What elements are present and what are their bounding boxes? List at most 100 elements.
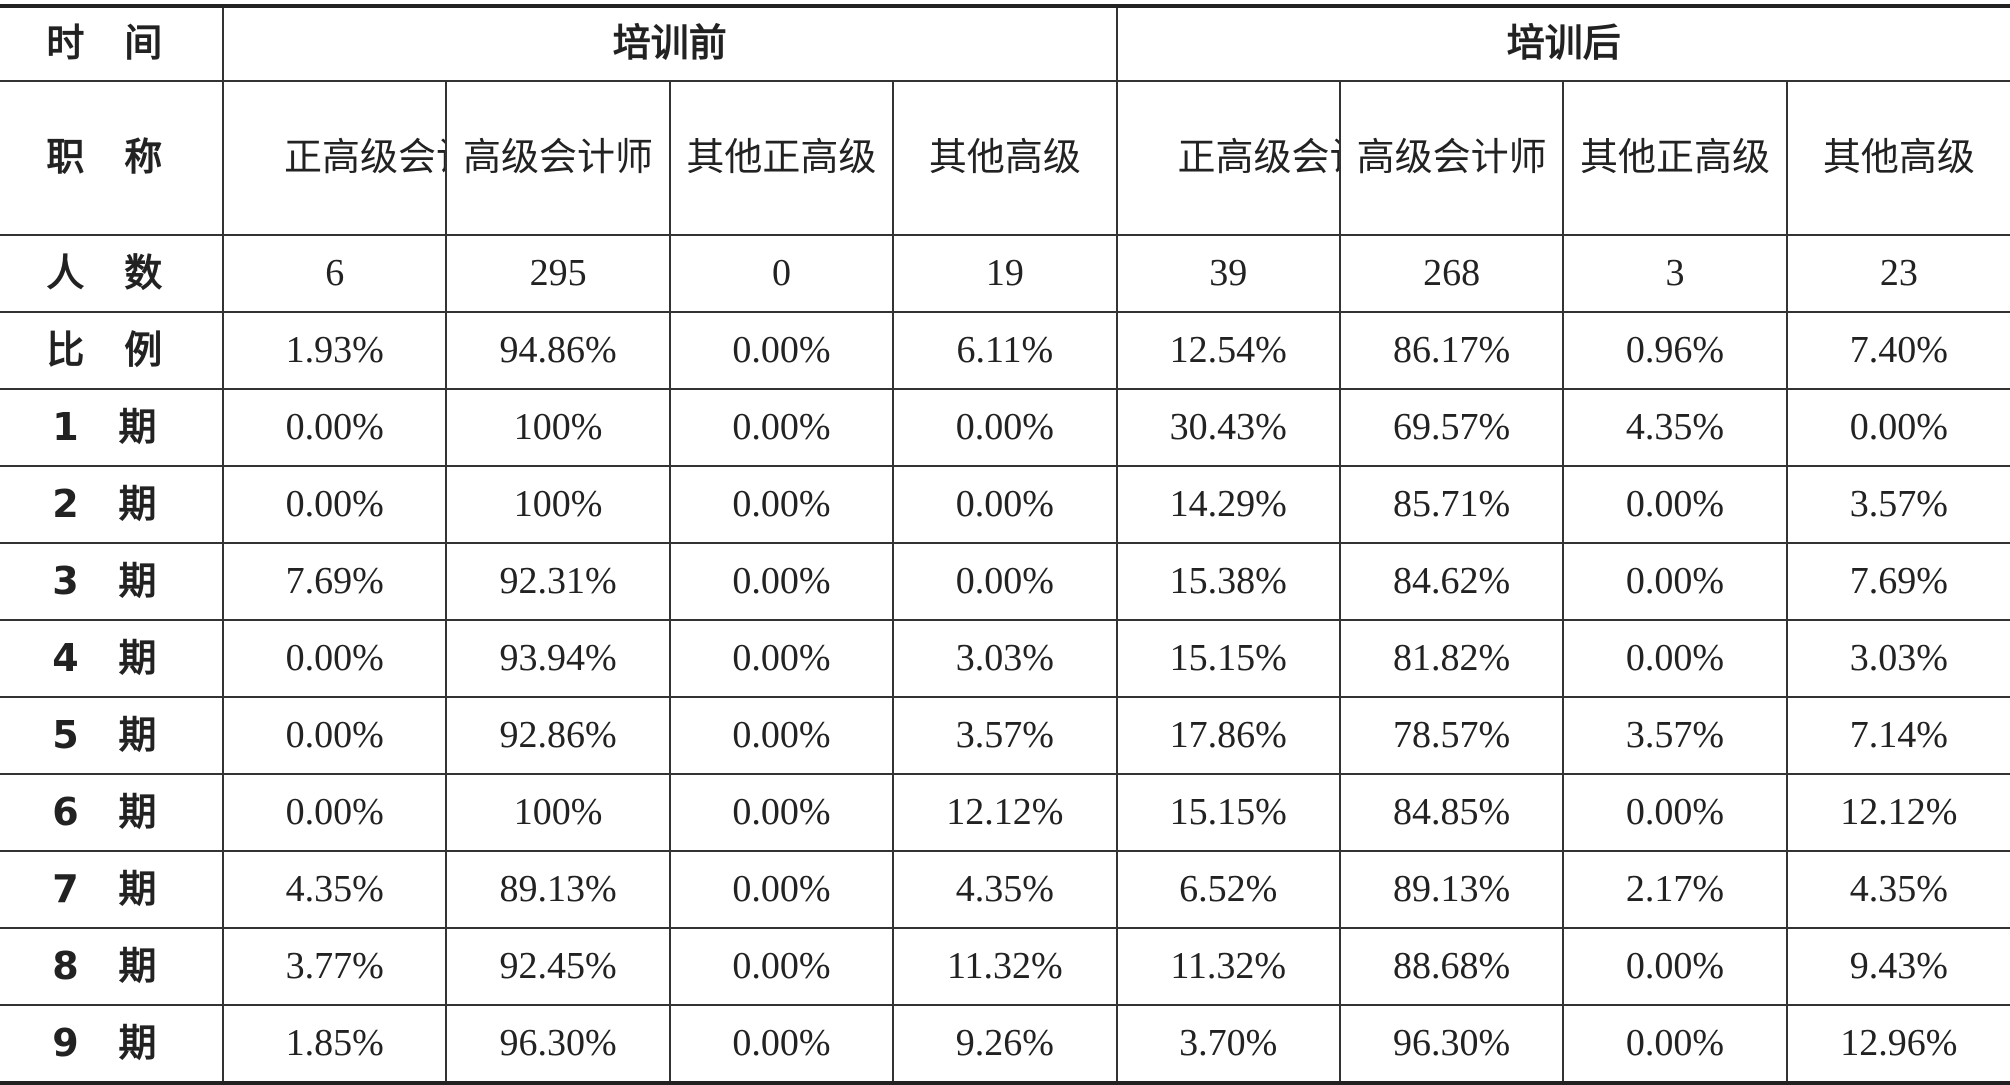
table-cell: 0.00% [221, 388, 447, 466]
table-cell: 100% [445, 773, 670, 851]
table-cell: 0.00% [668, 619, 894, 697]
table-cell: 100% [445, 465, 670, 543]
table-cell: 69.57% [1338, 388, 1564, 466]
table-row: 8 期 3.77% 92.45% 0.00% 11.32% 11.32% 88.68% 0.0… [0, 927, 2010, 1005]
table-cell: 0.00% [668, 850, 894, 928]
table-row: 3 期 7.69% 92.31% 0.00% 0.00% 15.38% 84.62% 0.00… [0, 542, 2010, 620]
table-cell: 9.43% [1785, 927, 2010, 1005]
category-header: 其他正高级 [668, 80, 894, 235]
row-label: 3 期 [0, 542, 223, 620]
table-cell: 0.00% [892, 465, 1117, 543]
table-cell: 39 [1115, 234, 1340, 312]
table-cell: 92.31% [445, 542, 670, 620]
table-cell: 0.00% [668, 773, 894, 851]
row-label: 9 期 [0, 1004, 223, 1083]
category-header: 其他正高级 [1562, 80, 1787, 235]
table-row: 6 期 0.00% 100% 0.00% 12.12% 15.15% 84.85% 0.00%… [0, 773, 2010, 851]
table-cell: 0.00% [892, 542, 1117, 620]
table-cell: 89.13% [1338, 850, 1564, 928]
table-cell: 88.68% [1338, 927, 1564, 1005]
table-cell: 1.93% [221, 311, 447, 389]
table-cell: 7.40% [1785, 311, 2010, 389]
table-cell: 4.35% [1562, 388, 1787, 466]
table-cell: 0 [668, 234, 894, 312]
row-label: 5 期 [0, 696, 223, 774]
table-cell: 3.57% [1562, 696, 1787, 774]
table-cell: 0.00% [1562, 927, 1787, 1005]
table-cell: 100% [445, 388, 670, 466]
table-cell: 0.00% [892, 388, 1117, 466]
table-cell: 0.00% [668, 696, 894, 774]
table-cell: 11.32% [1115, 927, 1340, 1005]
table-cell: 12.12% [1785, 773, 2010, 851]
table-cell: 0.00% [668, 311, 894, 389]
table-cell: 96.30% [445, 1004, 670, 1083]
table-cell: 0.96% [1562, 311, 1787, 389]
category-header: 其他高级 [1785, 80, 2010, 235]
row-label: 2 期 [0, 465, 223, 543]
table-cell: 6.11% [892, 311, 1117, 389]
table-cell: 0.00% [1562, 1004, 1787, 1083]
table-cell: 295 [445, 234, 670, 312]
row-label: 4 期 [0, 619, 223, 697]
table-cell: 0.00% [668, 1004, 894, 1083]
table-cell: 15.15% [1115, 619, 1340, 697]
table-cell: 19 [892, 234, 1117, 312]
header-row-title: 职 称 正高级会计师 高级会计师 其他正高级 其他高级 正高级会计师 高级会计师… [0, 80, 2010, 235]
row-label: 8 期 [0, 927, 223, 1005]
table-cell: 12.96% [1785, 1004, 2010, 1083]
table-cell: 15.38% [1115, 542, 1340, 620]
row-label: 6 期 [0, 773, 223, 851]
table-cell: 17.86% [1115, 696, 1340, 774]
table-cell: 3.57% [892, 696, 1117, 774]
table-cell: 0.00% [221, 619, 447, 697]
table-row: 4 期 0.00% 93.94% 0.00% 3.03% 15.15% 81.82% 0.00… [0, 619, 2010, 697]
table-cell: 3.70% [1115, 1004, 1340, 1083]
table-cell: 0.00% [221, 696, 447, 774]
table-cell: 0.00% [1562, 465, 1787, 543]
table-cell: 23 [1785, 234, 2010, 312]
table-cell: 7.14% [1785, 696, 2010, 774]
table-cell: 0.00% [1562, 542, 1787, 620]
table-cell: 92.45% [445, 927, 670, 1005]
table-cell: 4.35% [892, 850, 1117, 928]
table-cell: 3.03% [1785, 619, 2010, 697]
table-cell: 1.85% [221, 1004, 447, 1083]
table-cell: 89.13% [445, 850, 670, 928]
table-cell: 3.57% [1785, 465, 2010, 543]
row-label: 7 期 [0, 850, 223, 928]
table-cell: 0.00% [221, 773, 447, 851]
row-label: 1 期 [0, 388, 223, 466]
table-cell: 0.00% [221, 465, 447, 543]
table-cell: 84.85% [1338, 773, 1564, 851]
table-body: 时 间 培训前 培训后 职 称 正高级会计师 高级会计师 其他正高级 其他高级 … [0, 6, 2010, 1083]
category-header: 高级会计师 [445, 80, 670, 235]
table-cell: 6.52% [1115, 850, 1340, 928]
table-cell: 85.71% [1338, 465, 1564, 543]
category-header: 正高级会计师 [221, 80, 447, 235]
table-row: 5 期 0.00% 92.86% 0.00% 3.57% 17.86% 78.57% 3.57… [0, 696, 2010, 774]
table-cell: 92.86% [445, 696, 670, 774]
table-cell: 81.82% [1338, 619, 1564, 697]
table-cell: 268 [1338, 234, 1564, 312]
category-header: 其他高级 [892, 80, 1117, 235]
table-cell: 3.03% [892, 619, 1117, 697]
table-cell: 84.62% [1338, 542, 1564, 620]
table-cell: 0.00% [1562, 619, 1787, 697]
table-cell: 11.32% [892, 927, 1117, 1005]
row-label: 比 例 [0, 311, 223, 389]
table-cell: 0.00% [668, 388, 894, 466]
table-cell: 14.29% [1115, 465, 1340, 543]
table-cell: 93.94% [445, 619, 670, 697]
table-cell: 4.35% [1785, 850, 2010, 928]
table-cell: 0.00% [668, 542, 894, 620]
table-cell: 0.00% [668, 465, 894, 543]
table-cell: 2.17% [1562, 850, 1787, 928]
table-cell: 0.00% [668, 927, 894, 1005]
category-header: 正高级会计师 [1115, 80, 1340, 235]
group-header-before: 培训前 [222, 6, 1117, 81]
table-row: 2 期 0.00% 100% 0.00% 0.00% 14.29% 85.71% 0.00% 3… [0, 465, 2010, 543]
table-row: 人 数 6 295 0 19 39 268 3 23 [0, 234, 2010, 312]
table-cell: 3.77% [221, 927, 447, 1005]
